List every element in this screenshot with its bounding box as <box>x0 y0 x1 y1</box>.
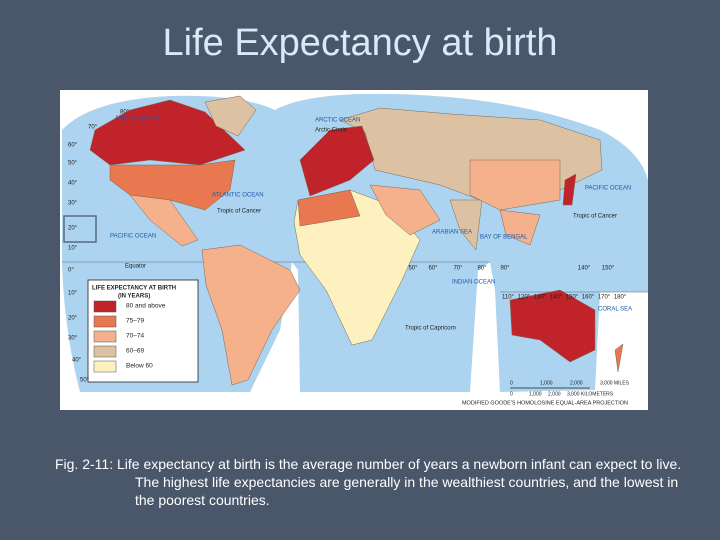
longitude-label: 150° <box>602 266 615 272</box>
legend-title: LIFE EXPECTANCY AT BIRTH <box>92 286 176 292</box>
longitude-label: 180° <box>614 295 627 301</box>
legend-swatch <box>93 330 117 343</box>
legend-label: 75–79 <box>126 318 144 325</box>
longitude-label: 70° <box>453 266 463 272</box>
country <box>129 194 199 247</box>
legend-swatch <box>93 345 117 358</box>
country <box>201 244 301 386</box>
country <box>297 189 361 227</box>
ocean-label: INDIAN OCEAN <box>452 280 495 286</box>
country <box>293 189 421 346</box>
scale-label: 3,000 MILES <box>600 380 630 386</box>
grid-labels: 80° 70° 60° 50° 40° 30° 20° 10° 0° 10° 20° 30° 40° 50… <box>68 110 630 398</box>
longitude-label: 80° <box>477 266 487 272</box>
longitude-label: 90° <box>500 266 510 272</box>
scale-label: 3,000 KILOMETERS <box>567 391 614 397</box>
caption: Fig. 2-11: Life expectancy at birth is t… <box>55 456 682 508</box>
projection-note: MODIFIED GOODE'S HOMOLOSINE EQUAL-AREA P… <box>462 400 628 406</box>
sea-label: CORAL SEA <box>598 307 632 313</box>
legend-swatch <box>93 315 117 328</box>
line-label: Equator <box>125 264 146 270</box>
longitude-label: 110° <box>502 295 515 301</box>
sea-label: ARABIAN SEA <box>432 230 472 236</box>
ocean-label: ARCTIC OCEAN <box>115 116 160 122</box>
country <box>614 343 624 373</box>
longitude-label: 150° <box>566 295 579 301</box>
sea-label: BAY OF BENGAL <box>480 235 528 241</box>
longitude-label: 170° <box>598 295 611 301</box>
legend: LIFE EXPECTANCY AT BIRTH (IN YEARS) 80 a… <box>87 279 199 383</box>
scale-label: 2,000 <box>570 380 583 386</box>
longitude-label: 130° <box>534 295 547 301</box>
longitude-label: 60° <box>428 266 438 272</box>
legend-label: 70–74 <box>126 333 144 340</box>
line-label: Tropic of Cancer <box>217 209 261 215</box>
latitude-label: 50° <box>80 378 90 384</box>
latitude-label: 20° <box>68 226 78 232</box>
legend-label: 60–69 <box>126 348 144 355</box>
latitude-label: 70° <box>88 125 98 131</box>
longitude-label: 160° <box>582 295 595 301</box>
country <box>509 289 596 363</box>
latitude-label: 10° <box>68 246 78 252</box>
country <box>89 99 246 166</box>
latitude-label: 30° <box>68 336 78 342</box>
legend-swatch <box>93 300 117 313</box>
ocean-label: ARCTIC OCEAN <box>315 118 360 124</box>
country <box>449 199 483 251</box>
country <box>369 184 441 236</box>
latitude-label: 10° <box>68 291 78 297</box>
inset-frame <box>63 215 97 243</box>
ocean-label: PACIFIC OCEAN <box>110 234 156 240</box>
country <box>204 95 257 137</box>
ocean-label: PACIFIC OCEAN <box>585 186 631 192</box>
longitude-label: 140° <box>578 266 591 272</box>
legend-subtitle: (IN YEARS) <box>118 294 150 300</box>
latitude-label: 20° <box>68 316 78 322</box>
latitude-label: 30° <box>68 201 78 207</box>
scale-label: 0 <box>510 380 513 386</box>
country <box>299 125 375 197</box>
line-label: Tropic of Cancer <box>573 214 617 220</box>
longitude-label: 120° <box>518 295 531 301</box>
legend-label: Below 60 <box>126 363 153 370</box>
latitude-label: 40° <box>68 181 78 187</box>
slide-title: Life Expectancy at birth <box>162 22 558 64</box>
latitude-label: 50° <box>68 161 78 167</box>
scale-label: 0 <box>510 391 513 397</box>
line-label: Tropic of Capricorn <box>405 326 456 332</box>
land-group <box>89 95 624 386</box>
legend-swatch <box>93 360 117 373</box>
scale-label: 1,000 <box>540 380 553 386</box>
ocean-label: ATLANTIC OCEAN <box>212 193 264 199</box>
country <box>499 209 541 246</box>
longitude-label: 140° <box>550 295 563 301</box>
latitude-label: 40° <box>72 358 82 364</box>
scale-label: 2,000 <box>548 391 561 397</box>
legend-label: 80 and above <box>126 303 166 310</box>
scale-label: 1,000 <box>529 391 542 397</box>
latitude-label: 60° <box>68 143 78 149</box>
country <box>469 159 561 211</box>
longitude-label: 50° <box>408 266 418 272</box>
latitude-label: 80° <box>120 110 130 116</box>
country <box>562 173 577 206</box>
country <box>109 159 236 211</box>
latitude-label: 0° <box>68 268 74 274</box>
line-label: Arctic Circle <box>315 128 348 134</box>
map: ARCTIC OCEAN ARCTIC OCEAN Arctic Circle … <box>60 90 648 410</box>
